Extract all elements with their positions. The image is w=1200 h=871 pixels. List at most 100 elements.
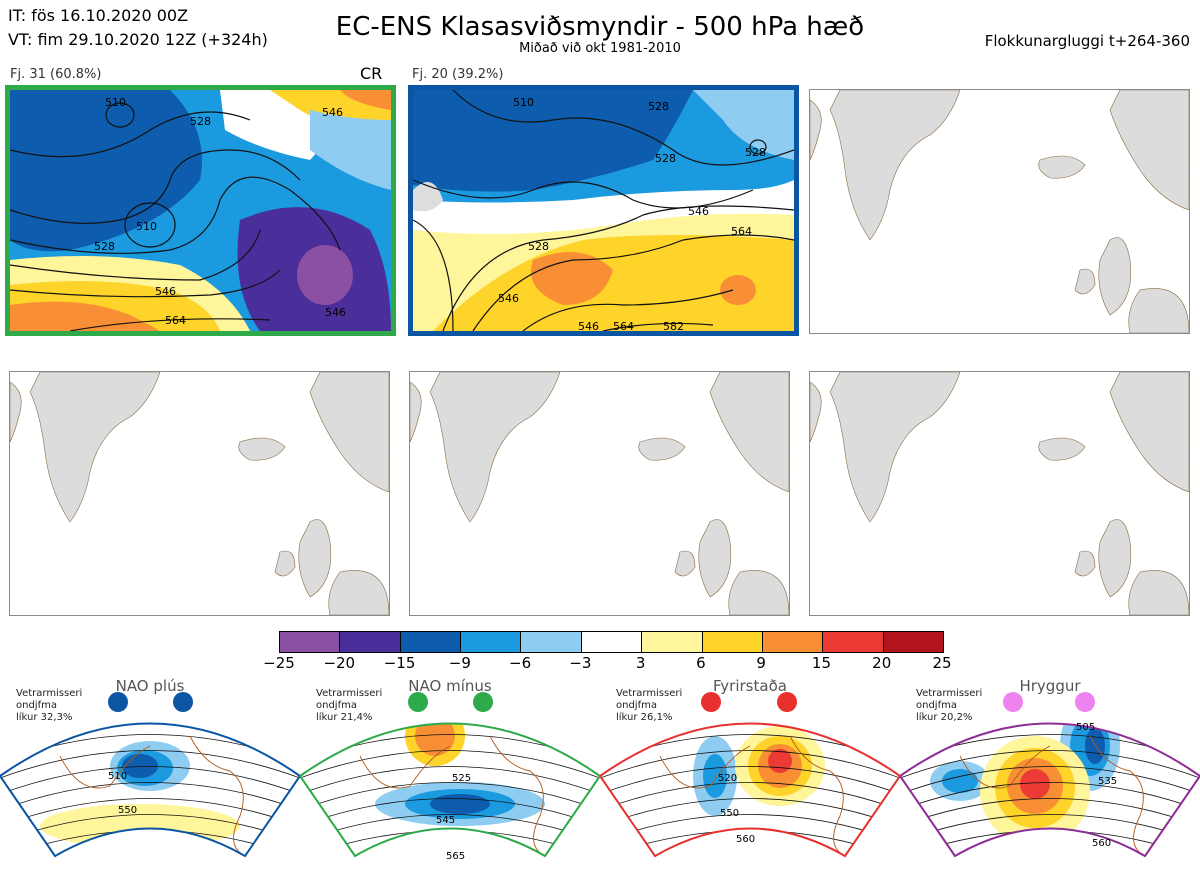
colorbar-swatch (280, 632, 341, 652)
regime-contour-label: 550 (118, 805, 137, 816)
land-shape (1109, 372, 1189, 493)
initial-time: IT: fös 16.10.2020 00Z (8, 6, 189, 25)
land-shape (829, 90, 961, 241)
cluster-map-6 (809, 371, 1190, 616)
height-contour (0, 782, 300, 811)
regime-contour-label: 510 (108, 771, 127, 782)
colorbar-tick-label: 9 (756, 654, 766, 672)
land-shape (238, 437, 286, 461)
regime-contour-label: 560 (1092, 838, 1111, 849)
valid-time: VT: fim 29.10.2020 12Z (+324h) (8, 30, 268, 49)
height-contour (0, 750, 300, 779)
land-shape (429, 372, 561, 523)
colorbar-swatch (762, 632, 824, 652)
colorbar-tick-label: 3 (635, 654, 646, 672)
land-shape (410, 381, 422, 443)
regime-title: Fyrirstaða (713, 677, 787, 695)
regime-contour-label: 550 (720, 808, 739, 819)
land-shape (10, 381, 22, 443)
regime-contour-label: 565 (446, 851, 465, 862)
regime-contour-label: 520 (718, 773, 737, 784)
land-shape (728, 570, 789, 615)
anomaly-colorbar (279, 631, 944, 653)
contour-label: 528 (655, 152, 676, 165)
contour-label: 546 (688, 205, 709, 218)
cluster-map-1: 510 528 510 528 546 564 546 546 (5, 85, 396, 336)
cluster-2-label: Fj. 20 (39.2%) (412, 67, 504, 82)
contour-label: 564 (613, 320, 634, 331)
anomaly-blob (1020, 769, 1050, 799)
anomaly-blob (40, 804, 240, 848)
contour-label: 546 (322, 106, 343, 119)
contour-label: 564 (165, 314, 186, 327)
land-shape (1098, 237, 1132, 316)
land-shape (274, 550, 296, 577)
colorbar-swatch (461, 632, 522, 652)
anomaly-blob (703, 754, 727, 798)
regime-info: Vetrarmisseri ondjfma líkur 21,4% (316, 688, 383, 723)
regime-contour-label: 525 (452, 773, 471, 784)
regime-dot (173, 692, 193, 712)
colorbar-swatch (340, 632, 401, 652)
contour-label: 528 (190, 115, 211, 128)
anomaly-blob (430, 794, 490, 814)
colorbar-swatch (702, 632, 763, 652)
cluster-map-4 (9, 371, 390, 616)
height-contour (600, 798, 900, 827)
colorbar-tick-label: 15 (811, 654, 831, 672)
contour-label: 528 (648, 100, 669, 113)
height-contour (900, 766, 1200, 795)
land-shape (1038, 155, 1086, 179)
anomaly-blob (942, 769, 978, 793)
colorbar-tick-label: −6 (509, 654, 532, 672)
contour-label: 510 (105, 96, 126, 109)
colorbar-tick-label: −3 (569, 654, 592, 672)
regime-ridge: Vetrarmisseri ondjfma líkur 20,2% Hryggu… (900, 676, 1200, 871)
anomaly-blob (1085, 728, 1105, 764)
contour-label: 510 (136, 220, 157, 233)
height-contour (0, 766, 300, 795)
regime-contour-label: 545 (436, 815, 455, 826)
colorbar-tick-label: 6 (696, 654, 706, 672)
contour-label: 510 (513, 96, 534, 109)
regime-contour-label: 505 (1076, 722, 1095, 733)
regime-dot (1003, 692, 1023, 712)
colorbar-tick-label: −25 (263, 654, 295, 672)
height-contour (600, 750, 900, 779)
regime-dot (777, 692, 797, 712)
land-shape (810, 381, 822, 443)
regime-dot (108, 692, 128, 712)
height-contour (300, 766, 600, 795)
page-title: EC-ENS Klasasviðsmyndir - 500 hPa hæð (335, 12, 865, 42)
land-shape (810, 99, 822, 161)
regime-info: Vetrarmisseri ondjfma líkur 26,1% (616, 688, 683, 723)
regime-title: Hryggur (1019, 677, 1081, 695)
regime-dot (473, 692, 493, 712)
height-contour (900, 798, 1200, 827)
cluster-1-tag: CR (360, 64, 383, 83)
regime-contour-label: 535 (1098, 776, 1117, 787)
regime-nao-minus: Vetrarmisseri ondjfma líkur 21,4% NAO mí… (300, 676, 600, 871)
cluster-map-2: 510 528 528 528 546 564 528 546 546 564 … (408, 85, 799, 336)
regime-dot (1075, 692, 1095, 712)
page-subtitle: Miðað við okt 1981-2010 (519, 41, 681, 56)
regime-info: Vetrarmisseri ondjfma líkur 32,3% (16, 688, 83, 723)
land-shape (298, 519, 332, 598)
colorbar-swatch (521, 632, 582, 652)
coastline (59, 735, 246, 856)
height-contour (300, 798, 600, 827)
land-shape (328, 570, 389, 615)
cluster-map-5 (409, 371, 790, 616)
colorbar-tick-label: 25 (932, 654, 952, 672)
regime-title: NAO mínus (408, 677, 492, 695)
regime-contour-label: 560 (736, 834, 755, 845)
contour-label: 546 (498, 292, 519, 305)
colorbar-tick-label: −15 (383, 654, 416, 672)
anomaly-blob (1015, 852, 1045, 856)
contour-label: 528 (528, 240, 549, 253)
height-contour (900, 782, 1200, 811)
land-shape (698, 519, 732, 598)
regime-title: NAO plús (115, 677, 185, 695)
contour-label: 546 (578, 320, 599, 331)
height-contour (600, 782, 900, 811)
